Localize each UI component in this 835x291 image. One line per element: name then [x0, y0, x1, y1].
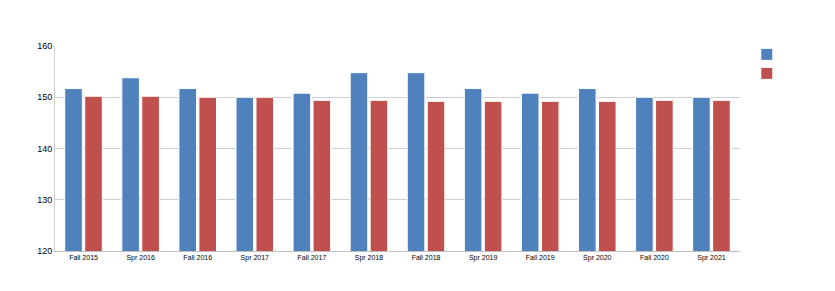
svg-text:Spr 2017: Spr 2017	[241, 254, 270, 262]
svg-text:Spr 2021: Spr 2021	[697, 254, 726, 262]
svg-text:Fall 2017: Fall 2017	[297, 254, 326, 261]
svg-text:150: 150	[37, 92, 52, 102]
svg-text:Fall 2015: Fall 2015	[69, 254, 98, 261]
svg-text:Fall 2016: Fall 2016	[183, 254, 212, 261]
svg-text:Spr 2019: Spr 2019	[469, 254, 498, 262]
svg-text:Spr 2018: Spr 2018	[355, 254, 384, 262]
svg-text:140: 140	[37, 144, 52, 154]
svg-text:130: 130	[37, 195, 52, 205]
svg-text:Spr 2020: Spr 2020	[583, 254, 612, 262]
svg-text:120: 120	[37, 246, 52, 256]
svg-text:Spr 2016: Spr 2016	[126, 254, 155, 262]
svg-text:Fall 2020: Fall 2020	[640, 254, 669, 261]
svg-text:Fall 2018: Fall 2018	[412, 254, 441, 261]
svg-text:Fall 2019: Fall 2019	[526, 254, 555, 261]
svg-text:160: 160	[37, 41, 52, 51]
